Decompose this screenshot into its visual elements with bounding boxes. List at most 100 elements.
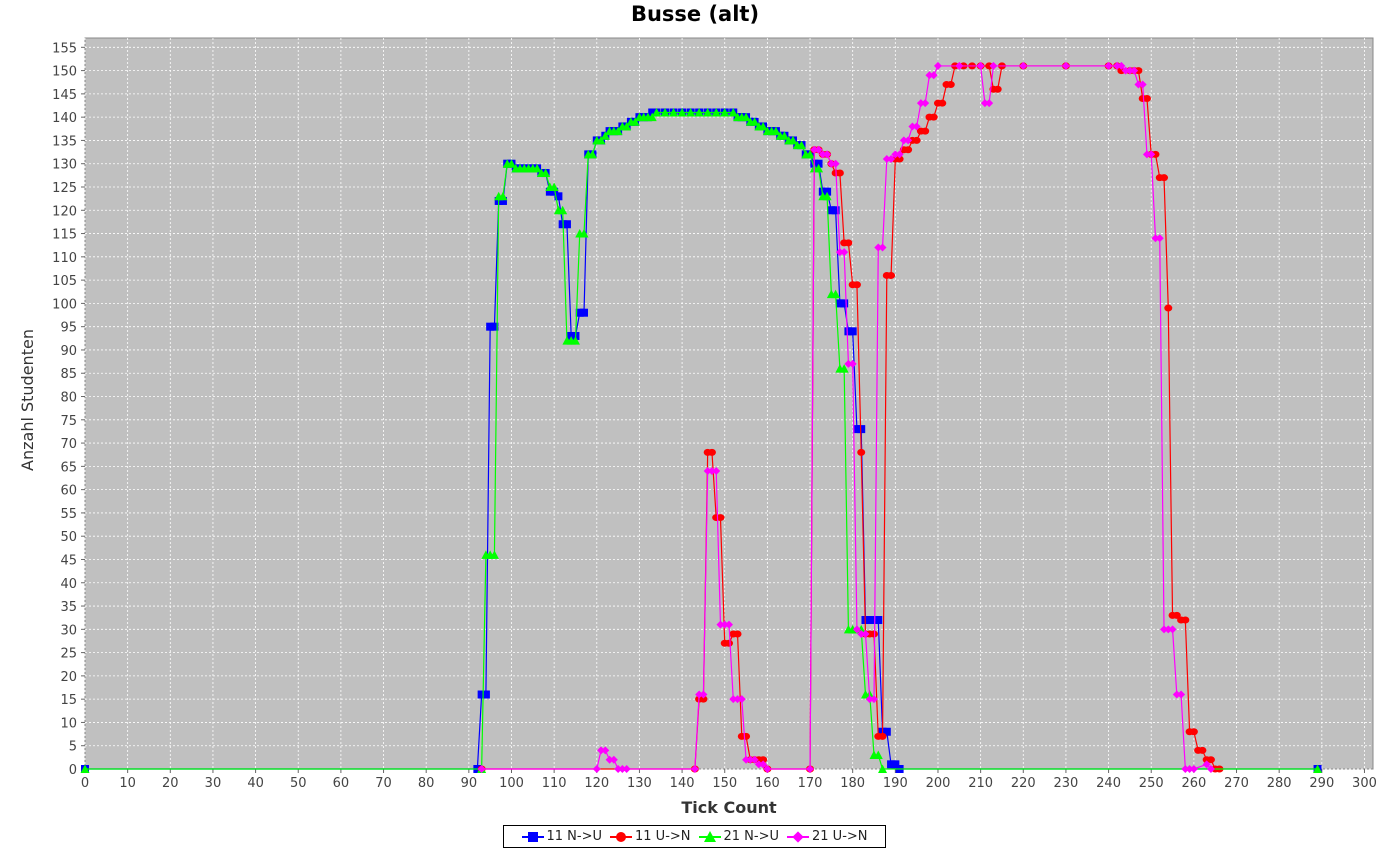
x-tick-label: 250	[1139, 776, 1164, 791]
grid-lines	[84, 38, 1373, 770]
data-point	[912, 122, 921, 131]
data-point	[489, 550, 499, 559]
y-tick-label: 10	[60, 716, 77, 731]
data-point	[878, 764, 888, 773]
data-point	[549, 182, 559, 191]
data-point	[899, 136, 908, 145]
data-point	[648, 108, 657, 117]
data-point	[1189, 728, 1198, 736]
data-point	[904, 136, 913, 145]
data-point	[1181, 765, 1190, 773]
x-tick-label: 20	[162, 776, 179, 791]
data-point	[498, 196, 507, 205]
y-tick-label: 145	[52, 88, 77, 103]
data-point	[490, 322, 499, 331]
y-tick-label: 50	[60, 530, 77, 545]
data-point	[1185, 765, 1194, 773]
y-tick-label: 150	[52, 65, 77, 80]
data-point	[720, 620, 729, 629]
x-tick-label: 80	[418, 776, 435, 791]
data-point	[1138, 80, 1147, 89]
data-point	[532, 163, 542, 173]
x-tick-label: 180	[840, 776, 865, 791]
data-point	[579, 229, 589, 238]
y-tick-label: 15	[60, 693, 77, 708]
legend-item-11-u-n: 11 U->N	[610, 829, 691, 844]
triangle-marker-icon	[698, 830, 721, 843]
x-tick-label: 270	[1224, 776, 1249, 791]
legend-item-21-u-n: 21 U->N	[787, 829, 868, 844]
x-tick-label: 90	[461, 776, 478, 791]
data-point	[614, 765, 623, 773]
y-tick-label: 70	[60, 437, 77, 452]
data-point	[716, 514, 725, 522]
data-point	[1181, 616, 1190, 624]
data-point	[746, 755, 755, 764]
data-point	[729, 695, 738, 704]
data-point	[839, 364, 849, 373]
data-point	[562, 220, 571, 229]
plot-area	[84, 37, 1374, 770]
x-tick-label: 10	[119, 776, 136, 791]
data-point	[831, 206, 840, 215]
data-point	[1172, 690, 1181, 699]
data-point	[622, 765, 631, 773]
data-point	[1198, 746, 1207, 754]
data-point	[1189, 765, 1198, 773]
data-point	[712, 467, 721, 476]
x-tick-label: 300	[1352, 776, 1377, 791]
data-point	[852, 281, 861, 289]
data-point	[921, 127, 930, 135]
x-tick-label: 30	[205, 776, 222, 791]
x-tick-label: 50	[290, 776, 307, 791]
data-point	[686, 107, 696, 117]
data-point	[545, 187, 554, 196]
data-point	[831, 289, 841, 299]
x-tick-label: 240	[1096, 776, 1121, 791]
square-marker-icon	[521, 831, 544, 843]
y-tick-label: 80	[60, 391, 77, 406]
data-point	[720, 107, 730, 117]
data-point	[916, 99, 925, 108]
data-point	[823, 187, 832, 196]
data-point	[1313, 764, 1323, 773]
y-tick-label: 135	[52, 134, 77, 149]
data-point	[805, 149, 815, 159]
data-point	[989, 61, 998, 70]
data-point	[955, 61, 964, 70]
data-point	[870, 616, 879, 625]
data-point	[759, 756, 768, 764]
data-point	[895, 155, 904, 163]
chart-title: Busse (alt)	[630, 2, 760, 26]
data-point	[1151, 150, 1160, 158]
y-tick-label: 95	[60, 321, 77, 336]
y-tick-label: 110	[52, 251, 77, 266]
data-point	[788, 135, 798, 145]
data-point	[840, 299, 849, 308]
data-point	[592, 765, 601, 773]
series-layer	[80, 61, 1323, 773]
data-point	[814, 145, 823, 154]
data-point	[818, 150, 827, 159]
data-point	[929, 71, 938, 80]
data-point	[596, 135, 606, 145]
data-point	[874, 243, 883, 252]
data-point	[852, 425, 861, 434]
x-tick-label: 190	[883, 776, 908, 791]
data-point	[814, 159, 823, 168]
data-point	[481, 690, 490, 699]
y-tick-label: 140	[52, 111, 77, 126]
data-point	[904, 146, 913, 154]
legend-label: 11 N->U	[546, 829, 603, 844]
data-point	[835, 299, 844, 308]
y-axis-label: Anzahl Studenten	[18, 329, 37, 471]
data-point	[1142, 95, 1151, 103]
data-point	[477, 765, 486, 773]
x-tick-label: 230	[1054, 776, 1079, 791]
x-tick-label: 0	[81, 776, 89, 791]
data-point	[882, 727, 891, 736]
y-tick-label: 105	[52, 274, 77, 289]
diamond-marker-icon	[787, 830, 809, 843]
data-point	[1206, 765, 1215, 773]
